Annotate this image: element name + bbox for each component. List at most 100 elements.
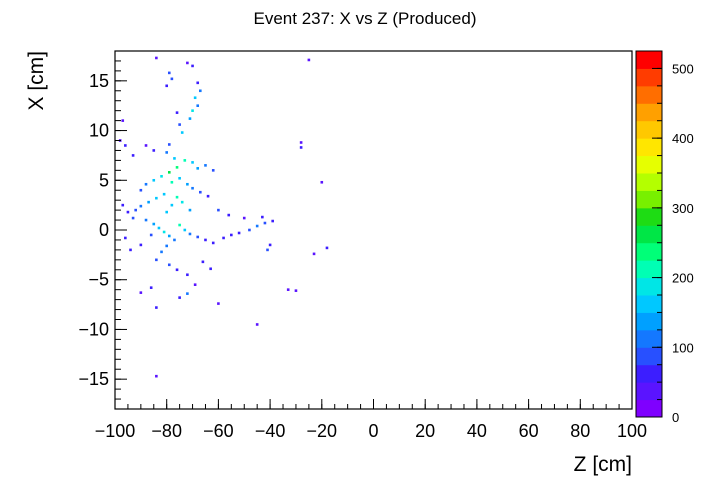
heatmap-cell bbox=[170, 180, 174, 184]
heatmap-cell bbox=[167, 171, 171, 174]
palette-band bbox=[636, 103, 662, 122]
heatmap-cell bbox=[320, 180, 324, 184]
heatmap-cell bbox=[155, 306, 158, 309]
x-tick-label: 100 bbox=[617, 421, 647, 441]
x-tick-label: 80 bbox=[570, 421, 590, 441]
heatmap-cell bbox=[186, 292, 189, 295]
heatmap-cell bbox=[152, 149, 156, 152]
y-tick-label: 10 bbox=[89, 121, 109, 141]
x-tick-label: −20 bbox=[307, 421, 338, 441]
heatmap-cell bbox=[139, 204, 143, 208]
heatmap-cell bbox=[227, 213, 231, 217]
heatmap-cell bbox=[271, 219, 274, 223]
heatmap-cell bbox=[196, 235, 200, 239]
heatmap-cell bbox=[178, 176, 181, 180]
heatmap-cell bbox=[188, 208, 192, 212]
heatmap-cell bbox=[180, 200, 184, 204]
heatmap-cell bbox=[217, 302, 220, 305]
heatmap-cell bbox=[230, 233, 233, 237]
heatmap-cell bbox=[186, 182, 189, 186]
plot-frame bbox=[114, 50, 633, 410]
palette-band bbox=[636, 120, 662, 139]
heatmap-cell bbox=[196, 104, 200, 107]
y-tick-label: 5 bbox=[99, 170, 109, 190]
z-tick-label: 400 bbox=[672, 131, 694, 146]
heatmap-cell bbox=[201, 260, 205, 264]
heatmap-cell bbox=[165, 210, 168, 214]
x-axis: −100 −80 −60 −40 −20 0 20 40 60 80 100 bbox=[95, 399, 647, 441]
x-tick-label: −60 bbox=[203, 421, 234, 441]
y-axis-label: X [cm] bbox=[25, 51, 48, 111]
heatmap-cell bbox=[211, 169, 215, 172]
heatmap-cell bbox=[167, 71, 171, 75]
color-palette bbox=[636, 51, 662, 418]
heatmap-cell bbox=[165, 151, 168, 154]
heatmap-cell bbox=[193, 96, 197, 100]
heatmap-cell bbox=[299, 146, 303, 149]
heatmap-cell bbox=[155, 196, 158, 200]
x-tick-label: 40 bbox=[467, 421, 487, 441]
y-axis: −15 −10 −5 0 5 10 15 bbox=[78, 50, 127, 410]
x-tick-label: −100 bbox=[95, 421, 136, 441]
heatmap-cell bbox=[121, 203, 125, 207]
palette-band bbox=[636, 382, 662, 401]
heatmap-cell bbox=[188, 232, 192, 236]
palette-frame bbox=[635, 50, 663, 418]
heatmap-cell bbox=[178, 123, 181, 126]
heatmap-cell bbox=[248, 228, 251, 232]
heatmap-cell bbox=[162, 230, 166, 234]
y-tick-label: −15 bbox=[78, 369, 109, 389]
heatmap-cell bbox=[147, 200, 150, 204]
heatmap-cell bbox=[152, 178, 156, 182]
palette-band bbox=[636, 138, 662, 157]
heatmap-cell bbox=[183, 159, 187, 162]
heatmap-cell bbox=[193, 283, 197, 286]
heatmap-cell bbox=[144, 182, 148, 186]
heatmap-cell bbox=[155, 374, 158, 378]
heatmap-cell bbox=[170, 203, 174, 207]
heatmap-cells bbox=[118, 56, 329, 378]
heatmap-cell bbox=[131, 216, 135, 220]
heatmap-cell bbox=[144, 144, 148, 147]
heatmap-cell bbox=[139, 188, 143, 192]
heatmap-cell bbox=[124, 144, 127, 147]
heatmap-cell bbox=[312, 252, 316, 256]
heatmap-cell bbox=[191, 64, 194, 68]
z-tick-label: 100 bbox=[672, 340, 694, 355]
palette-band bbox=[636, 68, 662, 87]
x-tick-label: −40 bbox=[255, 421, 286, 441]
heatmap-cell bbox=[217, 208, 220, 212]
heatmap-cell bbox=[126, 210, 130, 214]
heatmap-cell bbox=[307, 58, 311, 62]
z-tick-label: 0 bbox=[672, 410, 679, 425]
heatmap-cell bbox=[170, 77, 174, 81]
heatmap-cell bbox=[152, 222, 156, 226]
x-tick-label: −80 bbox=[151, 421, 182, 441]
y-tick-label: 15 bbox=[89, 71, 109, 91]
heatmap-cell bbox=[199, 89, 202, 93]
heatmap-cell bbox=[129, 248, 132, 252]
heatmap-cell bbox=[204, 238, 207, 242]
heatmap-cell bbox=[325, 246, 329, 250]
heatmap-cell bbox=[183, 228, 187, 232]
heatmap-cell bbox=[178, 223, 181, 227]
palette-band bbox=[636, 173, 662, 191]
palette-band bbox=[636, 260, 662, 279]
heatmap-cell bbox=[188, 117, 192, 120]
heatmap-cell bbox=[149, 233, 153, 237]
x-tick-label: 60 bbox=[519, 421, 539, 441]
heatmap-cell bbox=[167, 143, 171, 146]
heatmap-cell bbox=[237, 231, 241, 235]
heatmap-cell bbox=[175, 268, 179, 272]
palette-band bbox=[636, 225, 662, 244]
palette-band bbox=[636, 295, 662, 313]
palette-band bbox=[636, 277, 662, 296]
heatmap-cell bbox=[124, 236, 127, 240]
heatmap-cell bbox=[165, 84, 168, 88]
heatmap-cell bbox=[191, 186, 194, 190]
heatmap-cell bbox=[209, 267, 212, 271]
heatmap-cell bbox=[196, 81, 200, 85]
heatmap-cell bbox=[160, 175, 163, 178]
heatmap-cell bbox=[155, 258, 158, 262]
heatmap-cell bbox=[180, 131, 184, 134]
